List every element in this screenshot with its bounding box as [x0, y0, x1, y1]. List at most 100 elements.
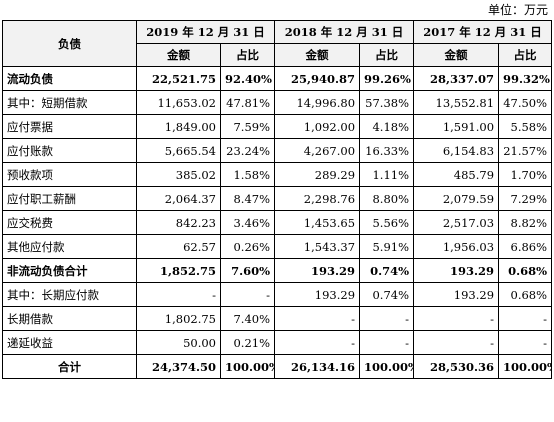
cell-amount: 22,521.75	[136, 66, 221, 91]
cell-amount: -	[413, 330, 500, 355]
cell-ratio: 100.00%	[498, 354, 553, 379]
row-label: 流动负债	[2, 66, 137, 91]
cell-amount: 50.00	[136, 330, 221, 355]
cell-amount: 2,064.37	[136, 186, 221, 211]
cell-ratio: 100.00%	[219, 354, 276, 379]
cell-amount: 193.29	[274, 282, 361, 307]
cell-amount: 26,134.16	[274, 354, 361, 379]
cell-ratio: 100.00%	[359, 354, 415, 379]
header-year-2017: 2017 年 12 月 31 日	[413, 20, 553, 44]
cell-ratio: 7.59%	[219, 114, 276, 139]
row-label: 应付职工薪酬	[2, 186, 137, 211]
table-row: 流动负债 22,521.75 92.40% 25,940.87 99.26% 2…	[2, 66, 553, 91]
header-amount: 金额	[136, 43, 221, 67]
row-label: 应付账款	[2, 138, 137, 163]
table-row: 应交税费 842.23 3.46% 1,453.65 5.56% 2,517.0…	[2, 210, 553, 235]
cell-ratio: 7.60%	[219, 258, 276, 283]
table-row: 递延收益 50.00 0.21% - - - -	[2, 330, 553, 355]
cell-amount: 24,374.50	[136, 354, 221, 379]
cell-amount: -	[274, 330, 361, 355]
cell-ratio: 92.40%	[219, 66, 276, 91]
header-item: 负债	[2, 20, 137, 67]
cell-ratio: 47.81%	[219, 90, 276, 115]
cell-ratio: -	[498, 306, 553, 331]
table-row: 非流动负债合计 1,852.75 7.60% 193.29 0.74% 193.…	[2, 258, 553, 283]
cell-amount: 1,591.00	[413, 114, 500, 139]
cell-ratio: -	[359, 330, 415, 355]
header-year-2019: 2019 年 12 月 31 日	[135, 20, 276, 44]
cell-ratio: 0.68%	[498, 258, 553, 283]
cell-ratio: 99.26%	[359, 66, 415, 91]
cell-ratio: 21.57%	[498, 138, 553, 163]
row-label: 非流动负债合计	[2, 258, 137, 283]
table-row: 其中：长期应付款 - - 193.29 0.74% 193.29 0.68%	[2, 282, 553, 307]
cell-ratio: 1.58%	[219, 162, 276, 187]
cell-ratio: 99.32%	[498, 66, 553, 91]
cell-ratio: 3.46%	[219, 210, 276, 235]
row-label: 其中：长期应付款	[2, 282, 137, 307]
cell-amount: 1,543.37	[274, 234, 361, 259]
unit-label: 单位：万元	[487, 3, 548, 17]
cell-amount: 62.57	[136, 234, 221, 259]
cell-ratio: 8.47%	[219, 186, 276, 211]
header-ratio: 占比	[498, 43, 553, 67]
row-label: 合计	[2, 354, 137, 379]
cell-ratio: 5.58%	[498, 114, 553, 139]
cell-ratio: 23.24%	[219, 138, 276, 163]
row-label: 其中：短期借款	[2, 90, 137, 115]
cell-amount: -	[136, 282, 221, 307]
cell-amount: -	[274, 306, 361, 331]
cell-ratio: 6.86%	[498, 234, 553, 259]
cell-amount: 2,298.76	[274, 186, 361, 211]
cell-ratio: 16.33%	[359, 138, 415, 163]
cell-ratio: -	[498, 330, 553, 355]
table-row: 长期借款 1,802.75 7.40% - - - -	[2, 306, 553, 331]
cell-amount: 25,940.87	[274, 66, 361, 91]
cell-amount: 193.29	[274, 258, 361, 283]
cell-ratio: 57.38%	[359, 90, 415, 115]
table-row: 其他应付款 62.57 0.26% 1,543.37 5.91% 1,956.0…	[2, 234, 553, 259]
cell-amount: 842.23	[136, 210, 221, 235]
row-label: 应付票据	[2, 114, 137, 139]
cell-amount: 385.02	[136, 162, 221, 187]
cell-amount: 1,092.00	[274, 114, 361, 139]
header-row-sub: 金额 占比 金额 占比 金额 占比	[3, 43, 553, 67]
header-ratio: 占比	[359, 43, 415, 67]
cell-amount: 2,517.03	[413, 210, 500, 235]
table-row: 应付票据 1,849.00 7.59% 1,092.00 4.18% 1,591…	[2, 114, 553, 139]
header-row-years: 负债 2019 年 12 月 31 日 2018 年 12 月 31 日 201…	[2, 20, 553, 67]
cell-ratio: 0.21%	[219, 330, 276, 355]
cell-amount: 485.79	[413, 162, 500, 187]
row-label: 长期借款	[2, 306, 137, 331]
cell-ratio: 5.56%	[359, 210, 415, 235]
header-amount: 金额	[274, 43, 361, 67]
cell-ratio: 4.18%	[359, 114, 415, 139]
cell-ratio: 5.91%	[359, 234, 415, 259]
row-label: 应交税费	[2, 210, 137, 235]
cell-amount: 2,079.59	[413, 186, 500, 211]
cell-amount: 28,337.07	[413, 66, 500, 91]
cell-amount: 5,665.54	[136, 138, 221, 163]
cell-ratio: 8.80%	[359, 186, 415, 211]
row-label: 预收款项	[2, 162, 137, 187]
cell-amount: 6,154.83	[413, 138, 500, 163]
row-label: 递延收益	[2, 330, 137, 355]
cell-amount: 1,956.03	[413, 234, 500, 259]
cell-ratio: 47.50%	[498, 90, 553, 115]
table-row: 预收款项 385.02 1.58% 289.29 1.11% 485.79 1.…	[2, 162, 553, 187]
cell-amount: -	[413, 306, 500, 331]
table-row: 应付账款 5,665.54 23.24% 4,267.00 16.33% 6,1…	[2, 138, 553, 163]
header-amount: 金额	[413, 43, 500, 67]
cell-amount: 1,852.75	[136, 258, 221, 283]
cell-ratio: 0.68%	[498, 282, 553, 307]
cell-ratio: 0.74%	[359, 282, 415, 307]
cell-amount: 1,802.75	[136, 306, 221, 331]
table-row: 应付职工薪酬 2,064.37 8.47% 2,298.76 8.80% 2,0…	[2, 186, 553, 211]
row-label: 其他应付款	[2, 234, 137, 259]
table-row: 其中：短期借款 11,653.02 47.81% 14,996.80 57.38…	[2, 90, 553, 115]
header-year-2018: 2018 年 12 月 31 日	[274, 20, 415, 44]
cell-amount: 1,453.65	[274, 210, 361, 235]
cell-ratio: 7.40%	[219, 306, 276, 331]
cell-amount: 28,530.36	[413, 354, 500, 379]
cell-amount: 1,849.00	[136, 114, 221, 139]
